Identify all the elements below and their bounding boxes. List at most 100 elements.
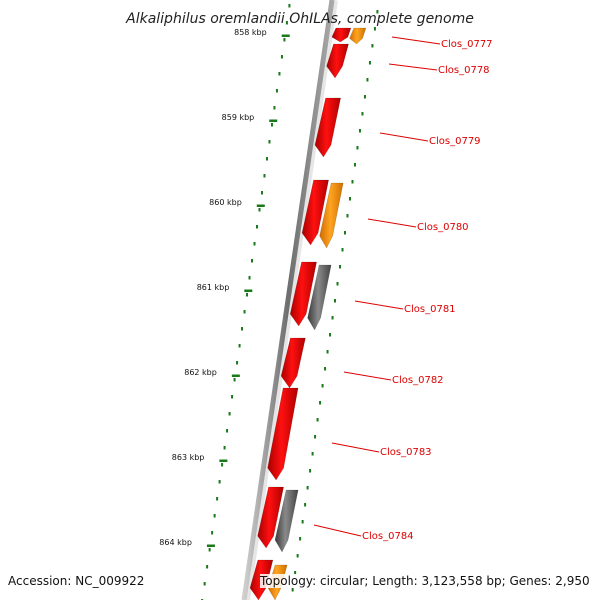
guide-dot xyxy=(221,463,224,467)
genome-title: Alkaliphilus oremlandii OhILAs, complete… xyxy=(125,11,474,27)
gene-gray xyxy=(307,264,332,331)
guide-dot xyxy=(268,140,271,144)
guide-dot xyxy=(326,350,329,354)
kbp-label: 863 kbp xyxy=(172,453,205,462)
guide-dot xyxy=(263,174,266,178)
kbp-tick xyxy=(269,119,278,122)
guide-dot xyxy=(218,480,221,484)
kbp-label: 861 kbp xyxy=(197,283,230,292)
guide-dot xyxy=(339,265,342,269)
guide-dot xyxy=(361,112,364,116)
guide-dot xyxy=(258,208,261,212)
guide-dot xyxy=(211,531,214,535)
guide-dot xyxy=(291,588,294,592)
guide-dot xyxy=(371,44,374,48)
guide-dot xyxy=(356,146,359,150)
gene-red xyxy=(326,43,349,79)
gene-red xyxy=(257,486,284,549)
kbp-ruler: 858 kbp 859 kbp 860 kbp 861 kbp 862 kbp 863 k… xyxy=(159,28,290,547)
guide-dot xyxy=(376,10,379,14)
label-leader-line xyxy=(313,524,362,537)
gene-red xyxy=(267,387,299,481)
guide-dot xyxy=(231,395,234,399)
guide-dot xyxy=(309,469,312,473)
label-leader-line xyxy=(343,371,392,381)
guide-dot xyxy=(334,299,337,303)
guide-dot xyxy=(265,157,268,161)
guide-dot xyxy=(236,361,239,365)
guide-dot xyxy=(285,21,288,25)
gene-label[interactable]: Clos_0781 xyxy=(404,304,456,315)
guide-dot xyxy=(336,282,339,286)
label-leader-line xyxy=(331,442,380,453)
guide-dot xyxy=(288,4,291,8)
guide-dot xyxy=(248,276,251,280)
guide-dot xyxy=(213,514,216,518)
kbp-tick xyxy=(206,544,215,547)
guide-dot xyxy=(353,163,356,167)
guide-dot xyxy=(273,106,276,110)
kbp-tick xyxy=(244,289,253,292)
dotted-guide-lines xyxy=(201,4,379,600)
accession-text: Accession: NC_009922 xyxy=(8,574,145,588)
gene-orange xyxy=(349,27,367,45)
guide-dot xyxy=(208,548,211,552)
gene-red xyxy=(280,337,306,389)
kbp-label: 862 kbp xyxy=(184,368,217,377)
guide-dot xyxy=(363,95,366,99)
guide-dot xyxy=(346,214,349,218)
kbp-label: 860 kbp xyxy=(209,198,242,207)
guide-dot xyxy=(316,418,319,422)
guide-dot xyxy=(243,310,246,314)
guide-dot xyxy=(341,248,344,252)
guide-dot xyxy=(294,571,297,575)
gene-label[interactable]: Clos_0778 xyxy=(438,65,490,76)
guide-dot xyxy=(270,123,273,127)
topology-text: Topology: circular; Length: 3,123,558 bp… xyxy=(260,574,590,588)
guide-dot xyxy=(344,231,346,235)
guide-dot xyxy=(260,191,263,195)
gene-label[interactable]: Clos_0782 xyxy=(392,375,444,386)
guide-dot xyxy=(314,435,317,439)
label-leader-line xyxy=(388,63,438,71)
guide-dot xyxy=(351,180,354,184)
guide-dot xyxy=(296,554,299,558)
gene-orange xyxy=(319,182,344,249)
kbp-tick xyxy=(281,34,290,37)
gene-red xyxy=(301,179,329,246)
gene-label[interactable]: Clos_0777 xyxy=(441,39,493,50)
guide-dot xyxy=(226,429,229,433)
gene-red xyxy=(289,261,317,327)
kbp-label: 858 kbp xyxy=(234,28,267,37)
guide-dot xyxy=(368,61,371,65)
kbp-label: 859 kbp xyxy=(222,113,255,122)
gene-label[interactable]: Clos_0780 xyxy=(417,222,469,233)
guide-dot xyxy=(241,327,244,331)
guide-dot xyxy=(304,503,307,507)
kbp-tick xyxy=(219,459,228,462)
gene-label[interactable]: Clos_0783 xyxy=(380,447,432,458)
guide-dot xyxy=(280,55,283,59)
kbp-label: 864 kbp xyxy=(159,538,192,547)
gene-label[interactable]: Clos_0784 xyxy=(362,531,414,542)
guide-dot xyxy=(283,38,286,42)
gene-label[interactable]: Clos_0779 xyxy=(429,136,481,147)
gene-red xyxy=(314,97,341,158)
guide-dot xyxy=(331,316,334,320)
gene-label-leaders xyxy=(313,36,441,537)
gene-gray xyxy=(274,489,299,553)
guide-dot xyxy=(278,72,281,76)
guide-dot xyxy=(366,78,369,82)
kbp-tick xyxy=(256,204,265,207)
gene-red xyxy=(331,27,352,43)
guide-dot xyxy=(319,401,322,405)
gene-tracks xyxy=(249,27,367,600)
guide-dot xyxy=(256,225,258,229)
label-leader-line xyxy=(354,300,404,310)
guide-dot xyxy=(306,486,309,490)
genome-backbone xyxy=(241,0,335,600)
guide-dot xyxy=(216,497,219,501)
guide-dot xyxy=(206,565,209,569)
guide-dot xyxy=(253,242,256,246)
